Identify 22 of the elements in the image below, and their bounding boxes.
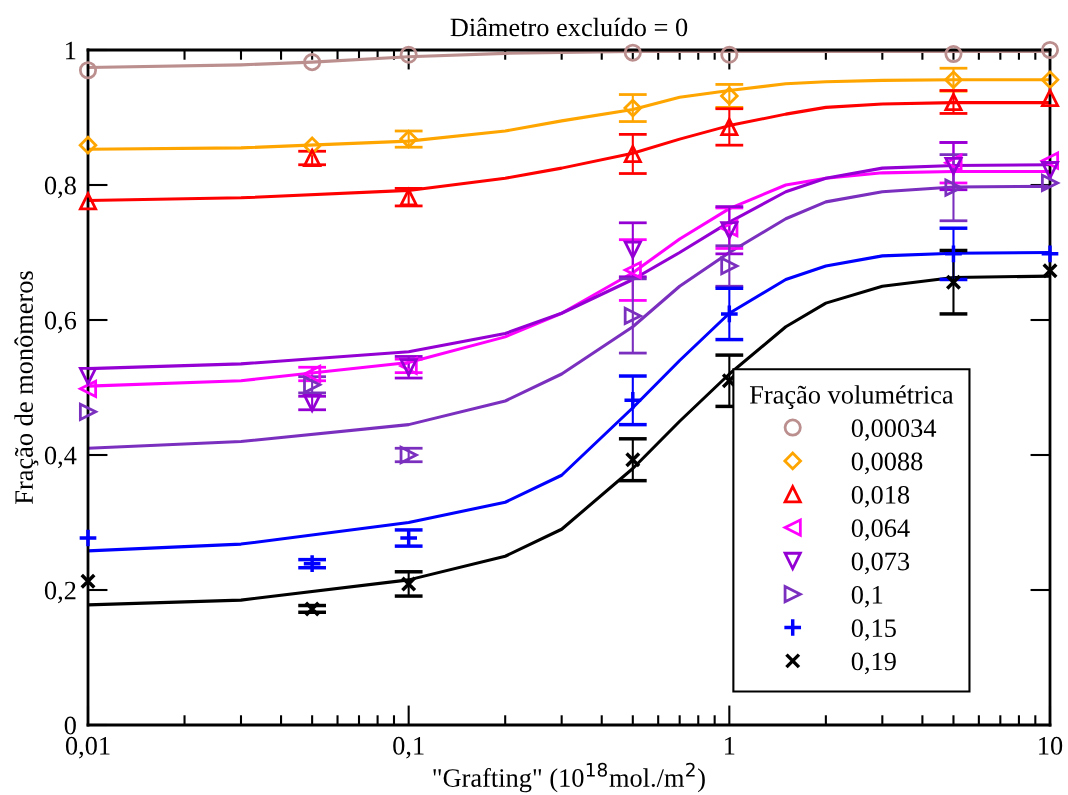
y-tick-label: 0,8 xyxy=(44,176,76,199)
legend-label: 0,073 xyxy=(851,552,910,575)
y-axis-title: Fração de monômeros xyxy=(14,271,39,504)
y-tick-label: 0,4 xyxy=(44,446,77,469)
y-tick-label: 0,2 xyxy=(44,581,76,604)
legend-label: 0,0088 xyxy=(851,452,923,475)
legend-label: 0,15 xyxy=(851,619,896,641)
legend-label: 0,064 xyxy=(851,519,910,541)
legend-label: 0,1 xyxy=(851,585,883,608)
x-tick-label: 1 xyxy=(725,737,735,755)
x-tick-label: 0,1 xyxy=(393,736,424,759)
chart-title: Diâmetro excluído = 0 xyxy=(450,17,688,37)
legend-label: 0,00034 xyxy=(851,419,937,441)
y-tick-label: 0,6 xyxy=(44,311,77,334)
legend-title: Fração volumétrica xyxy=(749,385,954,410)
y-tick-label: 0 xyxy=(64,716,76,735)
x-axis-title: "Grafting" (10$^{18}$mol./m$^{2}$) xyxy=(433,762,705,793)
legend-label: 0,19 xyxy=(851,652,896,675)
x-tick-label: 0,01 xyxy=(65,736,110,759)
y-tick-label: 1 xyxy=(66,41,76,60)
x-tick-label: 10 xyxy=(1039,736,1063,755)
legend-label: 0,018 xyxy=(851,485,910,508)
